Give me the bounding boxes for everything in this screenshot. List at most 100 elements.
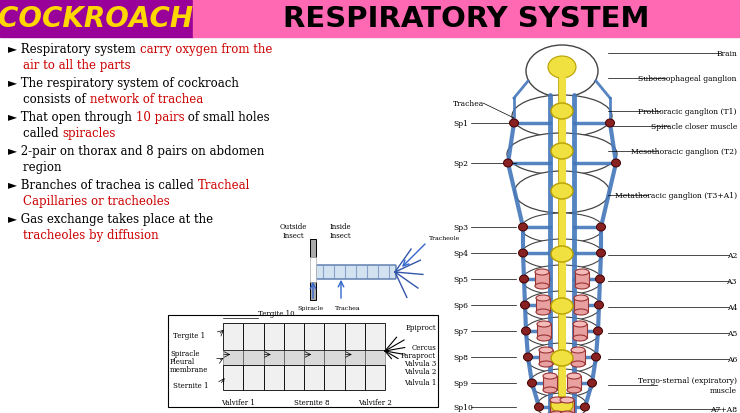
Bar (575, 272, 589, 286)
Text: Sp3: Sp3 (453, 223, 468, 231)
Text: carry oxygen from the: carry oxygen from the (140, 43, 272, 56)
Bar (283, 350, 304, 365)
Ellipse shape (522, 327, 531, 335)
Bar (537, 324, 551, 338)
Text: Spiracle: Spiracle (298, 305, 324, 310)
Ellipse shape (503, 159, 513, 168)
Bar (243, 350, 263, 365)
Bar (193, 0, 740, 38)
Ellipse shape (573, 321, 587, 327)
Bar (365, 365, 385, 389)
Text: Capillaries or tracheoles: Capillaries or tracheoles (8, 195, 169, 208)
Ellipse shape (519, 249, 528, 257)
Text: ► Branches of trachea is called: ► Branches of trachea is called (8, 178, 198, 192)
Bar (263, 323, 283, 350)
Bar (574, 298, 588, 312)
Bar (573, 324, 587, 338)
Ellipse shape (539, 361, 553, 367)
Text: Tracheole: Tracheole (429, 235, 460, 240)
Ellipse shape (548, 57, 576, 79)
Ellipse shape (574, 295, 588, 301)
Ellipse shape (567, 387, 581, 393)
Text: region: region (8, 161, 61, 174)
Ellipse shape (537, 335, 551, 341)
Ellipse shape (575, 269, 589, 275)
Ellipse shape (542, 410, 582, 413)
Text: of small holes: of small holes (184, 111, 270, 124)
Text: Sternite 1: Sternite 1 (173, 381, 209, 389)
Bar (324, 365, 345, 389)
Ellipse shape (573, 335, 587, 341)
Bar (310, 240, 316, 257)
Text: tracheoles by diffusion: tracheoles by diffusion (23, 229, 158, 242)
Text: called: called (8, 127, 62, 140)
Text: RESPIRATORY SYSTEM: RESPIRATORY SYSTEM (283, 5, 650, 33)
Ellipse shape (543, 373, 557, 379)
Ellipse shape (593, 327, 602, 335)
Text: consists of: consists of (8, 93, 90, 106)
Text: A5: A5 (727, 329, 737, 337)
Ellipse shape (537, 393, 587, 413)
Text: Epiproct: Epiproct (406, 323, 436, 331)
Bar (0, 0, 193, 38)
Ellipse shape (560, 411, 574, 413)
Text: spiracles: spiracles (62, 127, 115, 140)
Ellipse shape (512, 96, 612, 138)
Ellipse shape (521, 240, 603, 269)
Ellipse shape (571, 347, 585, 353)
Text: Sp4: Sp4 (453, 249, 468, 257)
Ellipse shape (550, 411, 564, 413)
Ellipse shape (594, 301, 604, 309)
Bar (571, 350, 585, 364)
Bar (263, 350, 283, 365)
Ellipse shape (551, 183, 573, 199)
Text: ► The respiratory system of cockroach: ► The respiratory system of cockroach (8, 77, 239, 90)
Ellipse shape (528, 379, 536, 387)
Text: ► 2-pair on thorax and 8 pairs on abdomen: ► 2-pair on thorax and 8 pairs on abdome… (8, 145, 264, 158)
Text: Sp1: Sp1 (453, 120, 468, 128)
Bar (310, 282, 316, 300)
Text: ► Gas exchange takes place at the: ► Gas exchange takes place at the (8, 212, 213, 225)
Text: Sp8: Sp8 (453, 353, 468, 361)
Ellipse shape (596, 275, 605, 283)
Ellipse shape (550, 397, 564, 403)
Text: Sp6: Sp6 (453, 301, 468, 309)
Ellipse shape (574, 309, 588, 315)
Ellipse shape (522, 266, 602, 295)
Text: Sp7: Sp7 (453, 327, 468, 335)
Ellipse shape (551, 247, 573, 262)
Text: Sp2: Sp2 (453, 159, 468, 168)
Bar (535, 272, 549, 286)
Text: Trachea: Trachea (453, 100, 484, 108)
Ellipse shape (510, 120, 519, 128)
Bar (223, 365, 243, 389)
Bar (345, 365, 365, 389)
Ellipse shape (521, 214, 603, 243)
Text: Tracheal: Tracheal (198, 178, 250, 192)
Ellipse shape (520, 301, 530, 309)
Text: A3: A3 (727, 277, 737, 285)
Bar (345, 323, 365, 350)
Bar (243, 323, 263, 350)
Text: Tergo-sternal (expiratory)
muscle: Tergo-sternal (expiratory) muscle (638, 377, 737, 394)
Text: A2: A2 (727, 252, 737, 259)
Text: Sp10: Sp10 (453, 403, 473, 411)
Bar (324, 323, 345, 350)
Ellipse shape (530, 369, 594, 397)
Ellipse shape (523, 291, 601, 321)
Ellipse shape (519, 275, 528, 283)
Text: Sternite 8: Sternite 8 (295, 398, 330, 406)
Bar (263, 365, 283, 389)
Text: COCKROACH: COCKROACH (0, 5, 194, 33)
Ellipse shape (526, 343, 598, 373)
Ellipse shape (551, 104, 573, 120)
Bar (223, 350, 243, 365)
Ellipse shape (575, 283, 589, 289)
Text: Metathoracic ganglion (T3+A1): Metathoracic ganglion (T3+A1) (615, 192, 737, 199)
Bar (324, 350, 345, 365)
Text: Outside
Insect: Outside Insect (279, 223, 306, 240)
Bar (310, 257, 316, 282)
Ellipse shape (514, 171, 610, 214)
Ellipse shape (535, 283, 549, 289)
Bar (539, 350, 553, 364)
